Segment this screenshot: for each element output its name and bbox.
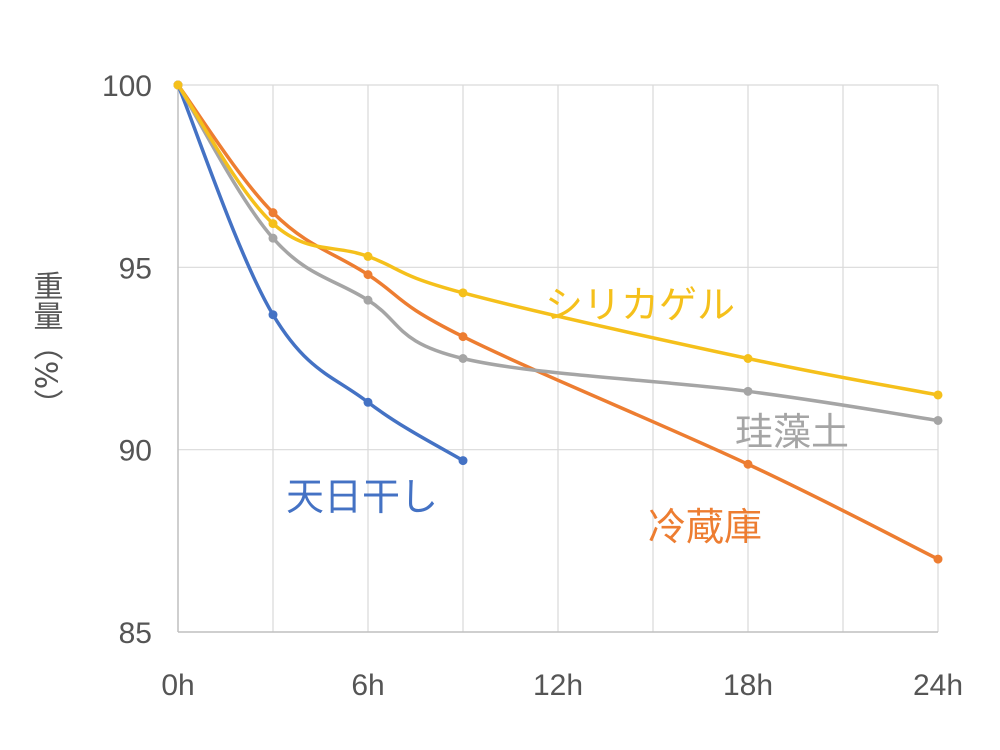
data-point	[363, 270, 373, 280]
data-point	[268, 233, 278, 243]
data-point	[743, 386, 753, 396]
x-tick-label: 18h	[723, 669, 773, 702]
x-tick-label: 12h	[533, 669, 583, 702]
data-point	[743, 459, 753, 469]
data-point	[268, 310, 278, 320]
series-label: 天日干し	[286, 475, 438, 519]
y-tick-label: 100	[102, 70, 152, 103]
x-tick-label: 0h	[161, 669, 194, 702]
axes	[177, 85, 938, 633]
x-tick-label: 24h	[913, 669, 963, 702]
data-point	[268, 208, 278, 218]
y-tick-labels: 100 95 90 85	[102, 70, 152, 650]
y-axis-label: 重量（%）	[28, 271, 64, 420]
series-line	[176, 83, 940, 561]
series-label: シリカゲル	[545, 283, 735, 327]
data-point	[743, 354, 753, 363]
data-point	[458, 354, 468, 363]
grid	[178, 84, 939, 632]
data-point	[933, 554, 943, 564]
series-label: 冷蔵庫	[648, 505, 762, 549]
series-line	[176, 83, 465, 463]
series-line	[176, 83, 940, 423]
y-tick-label: 90	[119, 435, 152, 468]
data-point	[363, 251, 373, 261]
series-lines	[176, 83, 940, 561]
y-tick-label: 95	[119, 252, 152, 285]
data-point	[458, 456, 468, 466]
data-point	[933, 390, 943, 400]
y-tick-label: 85	[119, 617, 152, 650]
series-label: 珪藻土	[735, 410, 849, 454]
series-points	[173, 80, 943, 564]
data-point	[458, 288, 468, 298]
data-point	[363, 397, 373, 407]
data-point	[268, 219, 278, 229]
data-point	[173, 80, 183, 90]
data-point	[933, 415, 943, 425]
x-tick-label: 6h	[351, 669, 384, 702]
series-line	[176, 83, 940, 397]
data-point	[363, 295, 373, 305]
x-tick-labels: 0h 6h 12h 18h 24h	[161, 669, 963, 702]
data-point	[458, 332, 468, 342]
